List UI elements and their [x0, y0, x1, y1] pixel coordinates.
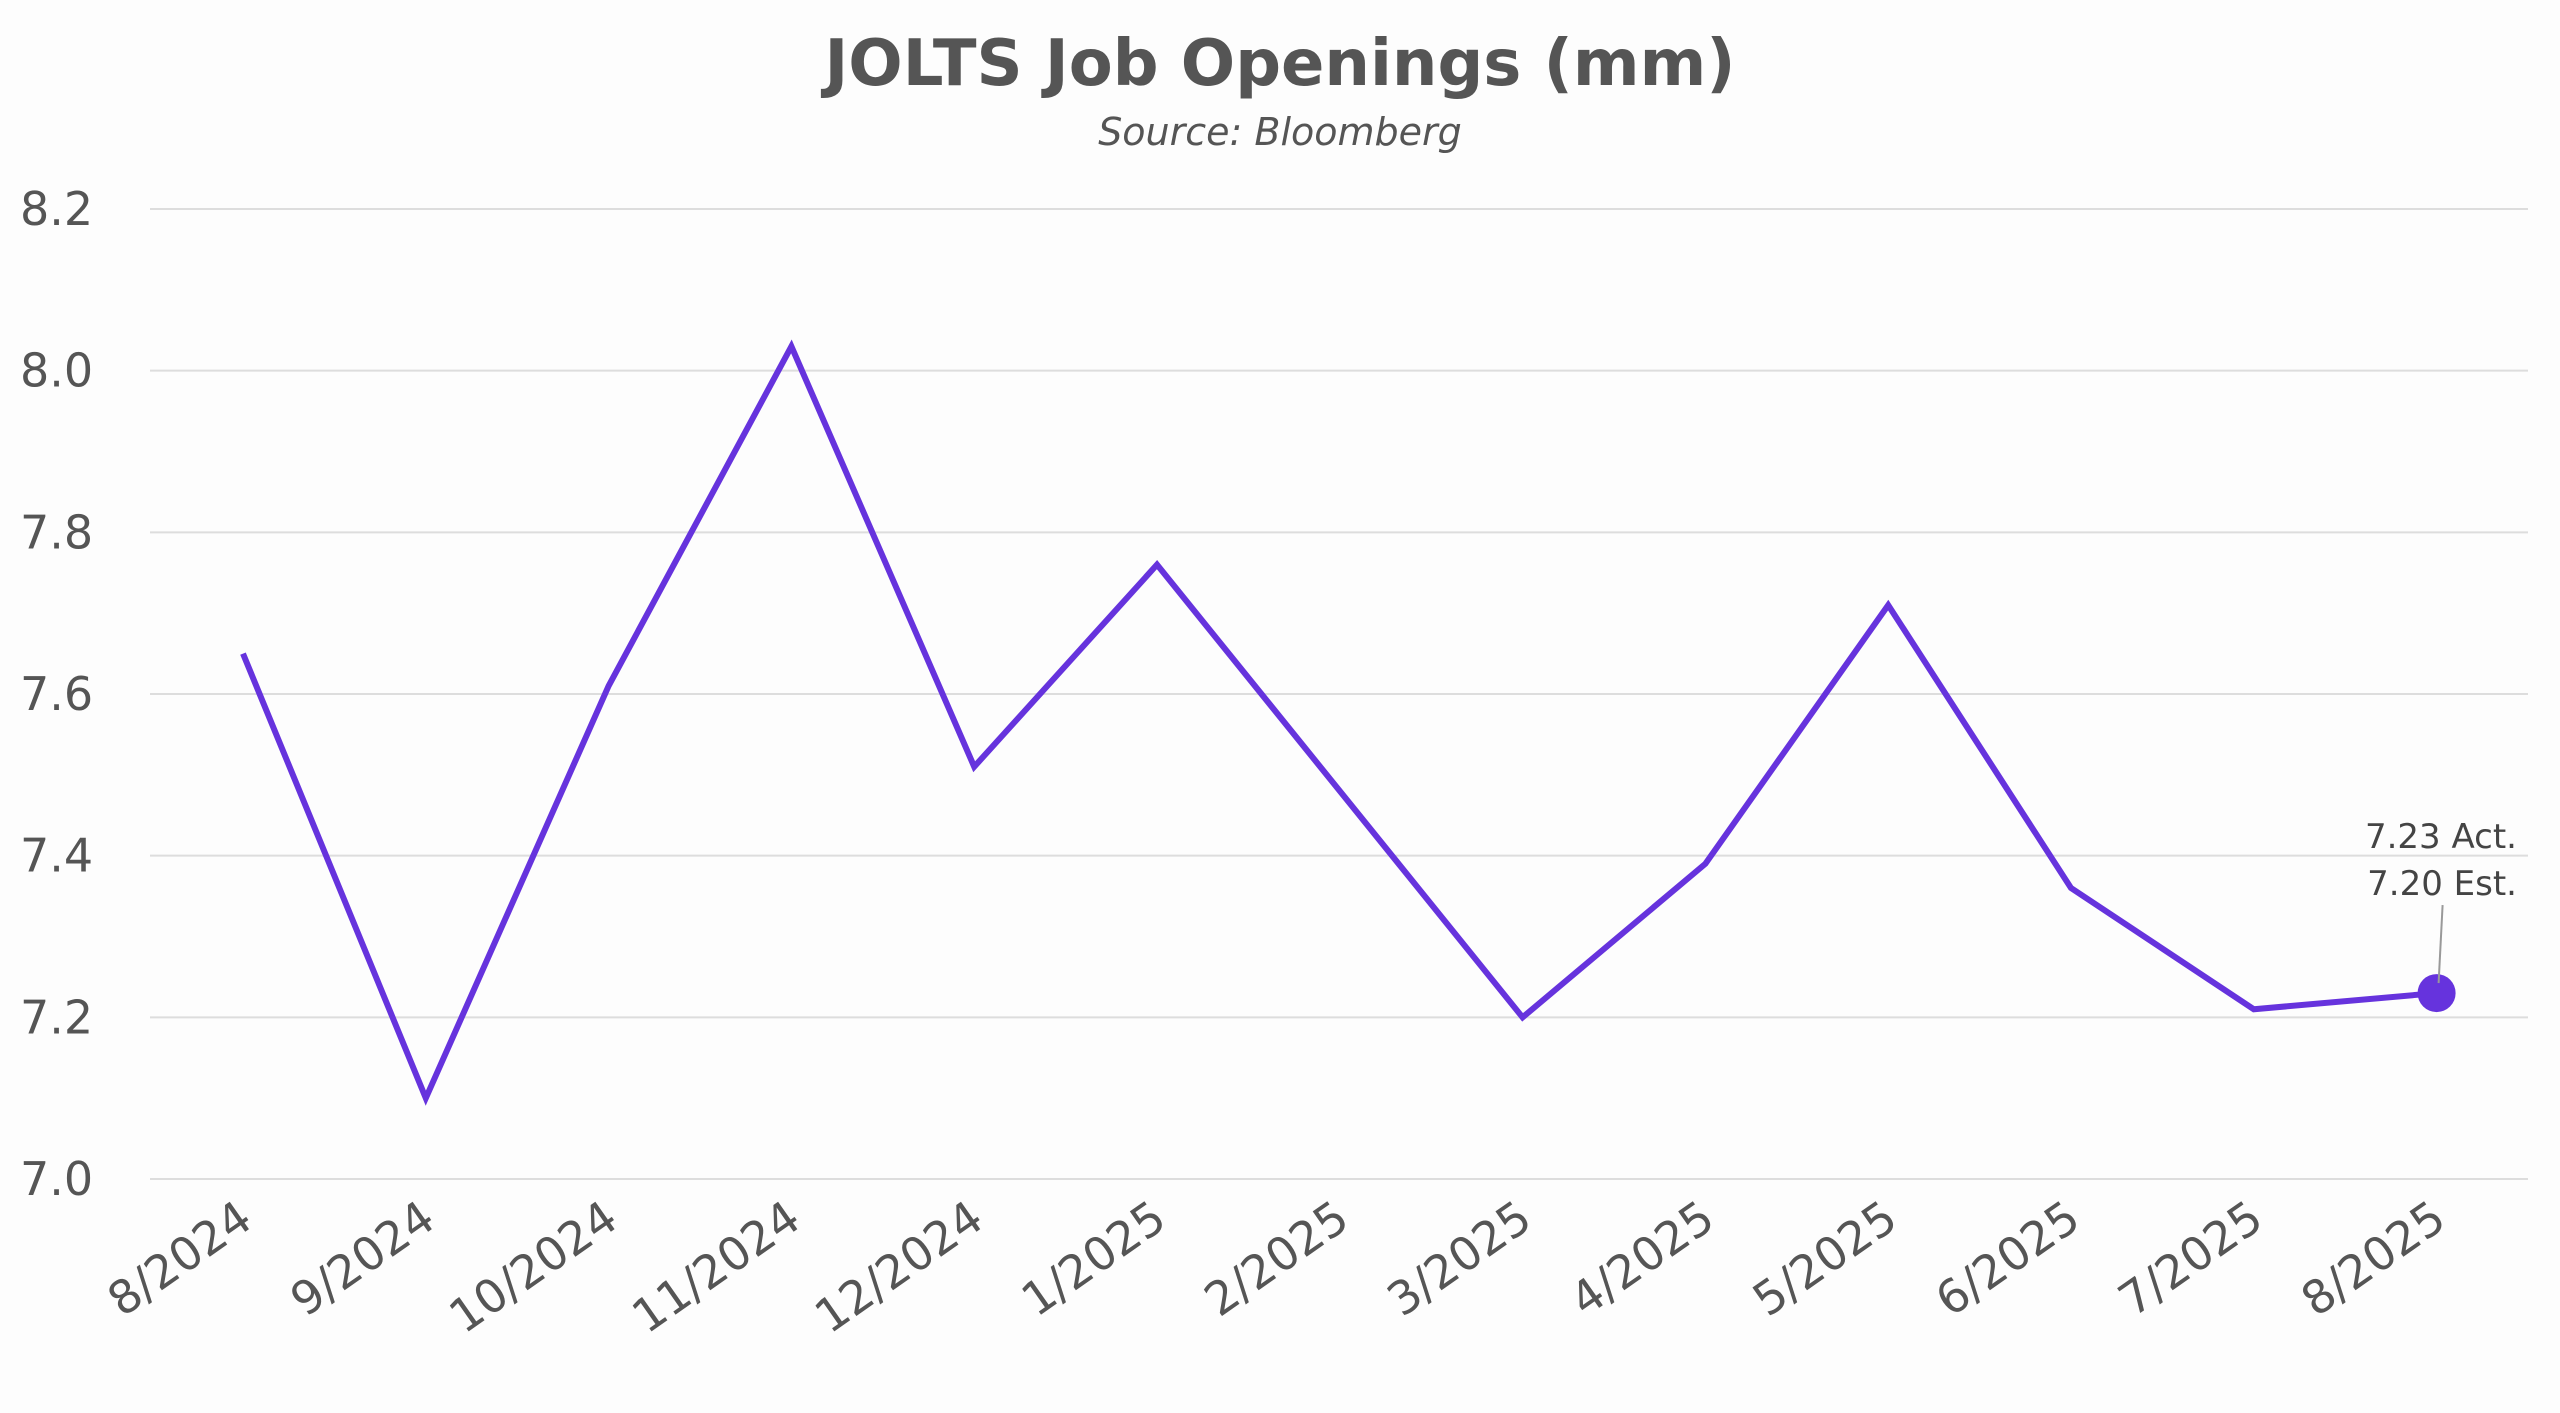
series-line [240, 339, 2456, 1106]
y-tick-label: 7.2 [20, 990, 93, 1044]
x-tick-label: 6/2025 [1926, 1190, 2090, 1327]
x-tick-label: 11/2024 [622, 1190, 810, 1344]
chart-title: JOLTS Job Openings (mm) [820, 27, 1735, 101]
y-tick-label: 7.4 [20, 829, 93, 883]
y-tick-label: 7.6 [20, 667, 93, 721]
chart-subtitle: Source: Bloomberg [1098, 110, 1462, 154]
annotation-estimate: 7.20 Est. [2367, 864, 2517, 904]
x-tick-label: 8/2024 [98, 1190, 262, 1327]
annotation-actual: 7.23 Act. [2365, 817, 2517, 857]
x-tick-label: 7/2025 [2109, 1190, 2273, 1327]
x-tick-label: 8/2025 [2291, 1190, 2455, 1327]
y-tick-label: 7.8 [20, 505, 93, 559]
y-axis: 7.0 7.2 7.4 7.6 7.8 8.0 8.2 [20, 182, 93, 1206]
x-tick-label: 2/2025 [1195, 1190, 1359, 1327]
x-tick-label: 10/2024 [439, 1190, 627, 1344]
x-tick-label: 3/2025 [1377, 1190, 1541, 1327]
y-tick-label: 8.2 [20, 182, 93, 236]
x-tick-label: 12/2024 [805, 1190, 993, 1344]
y-tick-label: 7.0 [20, 1152, 93, 1206]
x-tick-label: 1/2025 [1012, 1190, 1176, 1327]
y-tick-label: 8.0 [20, 344, 93, 398]
x-tick-label: 5/2025 [1743, 1190, 1907, 1327]
x-tick-label: 4/2025 [1560, 1190, 1724, 1327]
data-point [2417, 974, 2456, 1013]
series-path [240, 339, 2437, 1106]
x-tick-label: 9/2024 [281, 1190, 445, 1327]
last-point-annotation: 7.23 Act. 7.20 Est. [2365, 817, 2517, 984]
annotation-leader-line [2437, 905, 2444, 984]
gridlines [150, 208, 2528, 1180]
